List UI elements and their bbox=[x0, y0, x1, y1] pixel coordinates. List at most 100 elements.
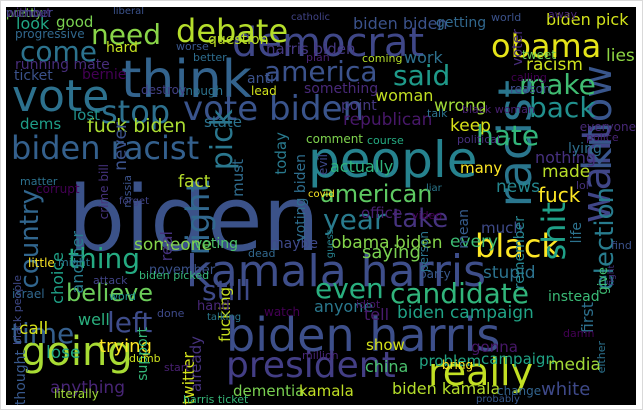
word-cloud-word: keep bbox=[450, 116, 491, 136]
word-cloud-word: destroy bbox=[141, 83, 187, 97]
word-cloud-word: lead bbox=[251, 84, 277, 98]
word-cloud-word: people bbox=[308, 131, 478, 189]
word-cloud-word: lies bbox=[606, 46, 635, 66]
word-cloud-word: enough bbox=[178, 84, 224, 98]
word-cloud-word: number bbox=[6, 7, 53, 20]
word-cloud-word: biden harris bbox=[226, 308, 501, 362]
word-cloud-word: matter bbox=[20, 175, 58, 188]
word-cloud-word: lol bbox=[576, 179, 589, 192]
word-cloud-word: racism bbox=[526, 55, 583, 75]
word-cloud-word: guess bbox=[325, 229, 336, 259]
word-cloud-word: news bbox=[496, 177, 540, 197]
word-cloud-word: black people bbox=[11, 275, 24, 345]
word-cloud-word: back bbox=[529, 91, 596, 124]
word-cloud-word: call bbox=[19, 319, 49, 339]
word-cloud-word: mean bbox=[456, 209, 472, 249]
word-cloud-word: many bbox=[460, 159, 503, 177]
word-cloud-word: bernie bbox=[82, 67, 127, 83]
word-cloud-word: biden kamala bbox=[392, 379, 501, 398]
word-cloud-word: worse bbox=[176, 40, 209, 53]
word-cloud-word: catholic bbox=[291, 12, 331, 23]
word-cloud-word: democrat bbox=[232, 20, 425, 66]
word-cloud-word: find bbox=[611, 239, 632, 252]
word-cloud-word: calling bbox=[511, 71, 547, 84]
word-cloud-word: problem bbox=[419, 352, 482, 370]
word-cloud-word: thing bbox=[68, 242, 141, 275]
word-cloud-word: fight bbox=[607, 265, 617, 286]
word-cloud-word: left bbox=[107, 306, 153, 339]
word-cloud-word: harris ticket bbox=[183, 393, 249, 405]
word-cloud-word: attack bbox=[93, 274, 128, 287]
word-cloud-word: fuck biden bbox=[87, 115, 187, 137]
word-cloud-word: everyone bbox=[579, 120, 636, 134]
word-cloud-word: anything bbox=[50, 378, 125, 398]
word-cloud-word: getting bbox=[436, 15, 487, 31]
word-cloud-word: kamala bbox=[299, 382, 354, 400]
word-cloud-word: probably bbox=[476, 394, 520, 405]
word-cloud-word: america bbox=[264, 55, 378, 88]
word-cloud-word: corrupt bbox=[36, 182, 80, 196]
word-cloud-word: white bbox=[541, 379, 591, 400]
word-cloud-word: israel bbox=[12, 287, 45, 301]
word-cloud-word: dead bbox=[248, 247, 276, 260]
word-cloud-word: progressive bbox=[15, 27, 85, 41]
word-cloud-word: think bbox=[121, 50, 252, 110]
word-cloud-word: forget bbox=[119, 196, 149, 207]
word-cloud-word: candidate bbox=[390, 277, 529, 310]
word-cloud-word: harris biden bbox=[266, 40, 356, 58]
word-cloud-word: talk bbox=[427, 107, 448, 120]
word-cloud-word: covid bbox=[308, 189, 335, 200]
word-cloud-word: obama bbox=[491, 27, 602, 65]
word-cloud-word: tell bbox=[364, 305, 390, 324]
word-cloud-word: stop bbox=[101, 93, 171, 131]
word-cloud-word: pretty bbox=[6, 7, 43, 20]
word-cloud-word: work bbox=[404, 48, 443, 67]
word-cloud-word: stupid bbox=[483, 263, 536, 283]
word-cloud-word: thought bbox=[13, 349, 29, 405]
word-cloud-word: literally bbox=[54, 387, 99, 401]
word-cloud-word: need bbox=[91, 18, 161, 51]
word-cloud-word: liberal bbox=[113, 7, 145, 17]
word-cloud-word: president bbox=[226, 345, 396, 386]
word-cloud-word: going bbox=[21, 329, 133, 375]
word-cloud-word: plan bbox=[306, 51, 330, 64]
word-cloud-word: republican bbox=[343, 110, 433, 130]
word-cloud-word: lost bbox=[73, 106, 101, 124]
word-cloud-word: watch bbox=[264, 305, 301, 319]
word-cloud-word: lying bbox=[568, 141, 602, 157]
word-cloud-word: never bbox=[111, 122, 131, 171]
word-cloud-word: biden picked bbox=[139, 269, 210, 282]
word-cloud-word: change bbox=[497, 384, 542, 398]
word-cloud-word: dementia bbox=[233, 382, 305, 400]
word-cloud-word: come bbox=[20, 35, 98, 68]
word-cloud-word: campaign bbox=[481, 350, 555, 368]
word-cloud-word: vote biden bbox=[183, 89, 365, 129]
word-cloud-word: start bbox=[164, 361, 190, 374]
word-cloud-word: talking bbox=[207, 312, 242, 323]
word-cloud-word: anyone bbox=[314, 297, 374, 316]
word-cloud-word: obama biden bbox=[331, 233, 443, 253]
word-cloud-word: coming bbox=[362, 52, 403, 65]
word-cloud-word: political bbox=[457, 133, 501, 146]
word-cloud-word: done bbox=[157, 307, 185, 320]
word-cloud-word: wrong bbox=[434, 96, 487, 116]
word-cloud-word: fuck bbox=[538, 183, 581, 207]
word-cloud-word: time bbox=[11, 317, 75, 350]
word-cloud-word: life bbox=[569, 222, 585, 244]
word-cloud-word: either bbox=[595, 341, 608, 374]
word-cloud-word: without bbox=[6, 7, 52, 20]
word-cloud-word: vote bbox=[12, 71, 110, 122]
word-cloud-word: lose bbox=[46, 343, 81, 363]
word-cloud-word: voting biden bbox=[293, 154, 309, 242]
word-cloud-word: american bbox=[320, 180, 433, 208]
word-cloud-word: dems bbox=[20, 115, 62, 133]
word-cloud-word: country bbox=[15, 189, 45, 289]
word-cloud-word: word bbox=[109, 290, 137, 303]
word-cloud-word: police bbox=[586, 131, 619, 144]
word-cloud-word: idiot bbox=[356, 298, 381, 311]
word-cloud-word: tweet bbox=[522, 48, 556, 62]
word-cloud-word: look bbox=[16, 14, 50, 33]
word-cloud: biden kamala harris biden harris people thin… bbox=[6, 7, 636, 405]
word-cloud-word: someone bbox=[134, 235, 212, 255]
word-cloud-word: year bbox=[323, 203, 386, 236]
